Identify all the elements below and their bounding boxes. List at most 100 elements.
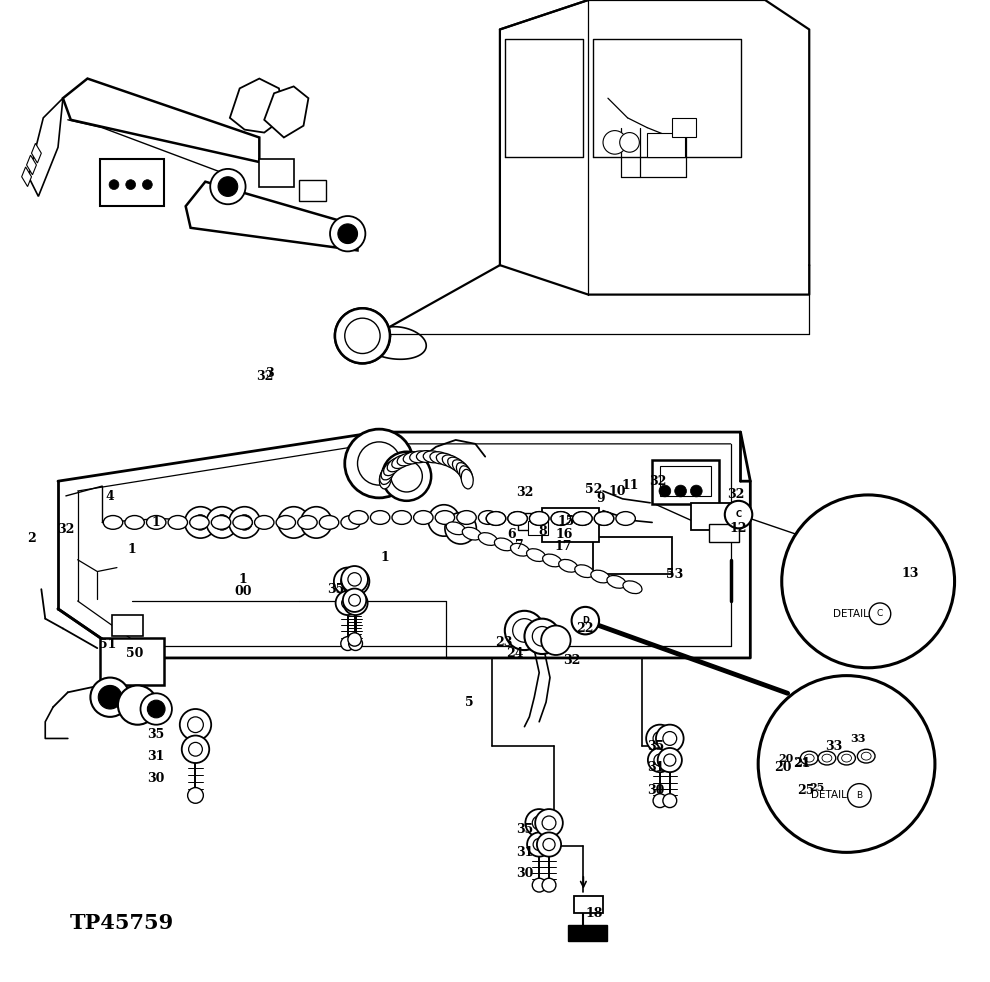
Text: 1: 1: [380, 551, 389, 565]
Ellipse shape: [594, 512, 614, 525]
Ellipse shape: [456, 511, 476, 524]
Circle shape: [185, 507, 216, 538]
Circle shape: [782, 495, 954, 668]
Polygon shape: [866, 575, 876, 581]
Circle shape: [335, 308, 390, 363]
Polygon shape: [264, 86, 309, 137]
Circle shape: [663, 754, 676, 766]
Ellipse shape: [478, 511, 498, 524]
Circle shape: [620, 133, 640, 152]
Ellipse shape: [410, 451, 430, 463]
Ellipse shape: [276, 516, 296, 529]
Circle shape: [343, 588, 366, 612]
Ellipse shape: [623, 581, 642, 593]
Circle shape: [533, 816, 546, 830]
Ellipse shape: [443, 455, 460, 468]
Polygon shape: [802, 768, 880, 784]
Circle shape: [690, 485, 702, 497]
Circle shape: [543, 816, 556, 830]
Circle shape: [341, 636, 354, 650]
Ellipse shape: [430, 452, 449, 464]
Text: 16: 16: [555, 527, 572, 541]
Text: 21: 21: [794, 756, 809, 768]
Ellipse shape: [804, 754, 814, 762]
Text: 32: 32: [563, 654, 580, 668]
Text: 32: 32: [649, 474, 666, 488]
Circle shape: [663, 732, 677, 745]
Polygon shape: [837, 552, 864, 566]
Ellipse shape: [607, 575, 626, 588]
Circle shape: [109, 180, 119, 190]
Circle shape: [653, 793, 667, 807]
Bar: [709, 524, 739, 542]
Circle shape: [536, 809, 563, 837]
Circle shape: [571, 607, 599, 634]
Text: 35: 35: [647, 739, 664, 753]
Circle shape: [663, 793, 677, 807]
Text: 20: 20: [774, 761, 791, 775]
Circle shape: [357, 442, 401, 485]
Text: 31: 31: [647, 761, 664, 775]
Ellipse shape: [572, 512, 592, 525]
Circle shape: [656, 725, 684, 752]
Ellipse shape: [211, 516, 231, 529]
Bar: [652, 460, 719, 504]
Circle shape: [345, 429, 414, 498]
Ellipse shape: [298, 516, 317, 529]
Circle shape: [188, 717, 203, 733]
Text: 13: 13: [902, 567, 919, 580]
Polygon shape: [29, 98, 63, 196]
Ellipse shape: [818, 751, 836, 765]
Ellipse shape: [530, 512, 548, 525]
Ellipse shape: [381, 463, 396, 480]
Ellipse shape: [446, 522, 465, 534]
Text: 3: 3: [265, 366, 273, 380]
Text: 2: 2: [27, 531, 36, 545]
Ellipse shape: [447, 458, 465, 471]
Ellipse shape: [461, 469, 473, 489]
Ellipse shape: [437, 453, 455, 465]
Text: 33: 33: [825, 739, 842, 753]
Text: 13: 13: [902, 567, 919, 580]
Ellipse shape: [572, 512, 592, 525]
Circle shape: [229, 507, 260, 538]
Ellipse shape: [403, 452, 423, 464]
Circle shape: [143, 180, 152, 190]
Circle shape: [342, 566, 368, 593]
Ellipse shape: [551, 512, 570, 525]
Text: 30: 30: [148, 772, 165, 786]
Ellipse shape: [558, 560, 578, 573]
Text: 32: 32: [256, 369, 274, 383]
Bar: [518, 513, 543, 530]
Bar: [660, 466, 711, 496]
Ellipse shape: [320, 516, 339, 529]
Ellipse shape: [551, 512, 570, 525]
Text: 25: 25: [798, 784, 815, 797]
Circle shape: [675, 485, 686, 497]
Bar: [848, 540, 866, 552]
Text: DETAIL: DETAIL: [833, 609, 868, 619]
Ellipse shape: [616, 512, 636, 525]
Text: 31: 31: [516, 846, 534, 859]
Text: C: C: [736, 510, 742, 519]
Polygon shape: [230, 79, 284, 133]
Text: B: B: [856, 791, 862, 800]
Bar: [259, 159, 294, 187]
Ellipse shape: [486, 512, 506, 525]
Ellipse shape: [594, 512, 614, 525]
Circle shape: [345, 318, 380, 354]
Text: 1: 1: [151, 516, 160, 529]
Ellipse shape: [370, 511, 390, 524]
Circle shape: [537, 833, 561, 856]
Ellipse shape: [103, 516, 123, 529]
Circle shape: [527, 833, 551, 856]
Circle shape: [330, 216, 365, 251]
Text: 31: 31: [148, 749, 165, 763]
Circle shape: [141, 693, 172, 725]
Text: 5: 5: [465, 695, 474, 709]
Ellipse shape: [508, 512, 528, 525]
Ellipse shape: [383, 460, 400, 475]
Text: 20: 20: [778, 752, 793, 764]
Circle shape: [657, 748, 682, 772]
Circle shape: [334, 568, 361, 595]
